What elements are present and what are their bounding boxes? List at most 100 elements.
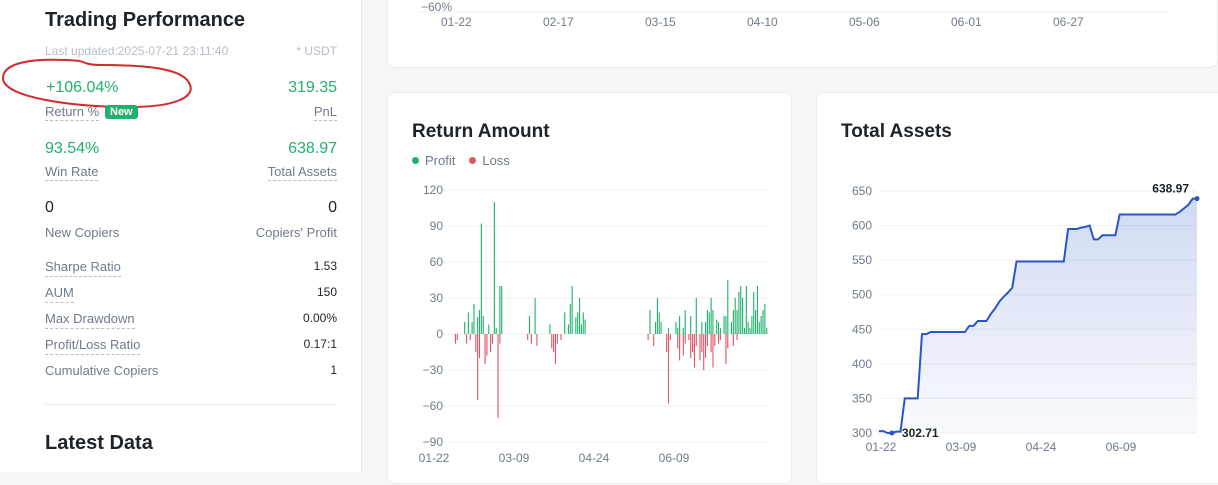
profit-bar[interactable] [658,312,660,334]
loss-bar[interactable] [677,334,679,349]
profit-bar[interactable] [577,312,579,334]
profit-bar[interactable] [569,304,571,334]
profit-bar[interactable] [488,324,490,334]
profit-bar[interactable] [528,316,531,334]
profit-bar[interactable] [712,310,714,334]
loss-bar[interactable] [456,334,458,340]
loss-bar[interactable] [465,334,468,344]
profit-bar[interactable] [580,324,582,334]
loss-bar[interactable] [736,334,738,340]
loss-bar[interactable] [701,334,703,352]
profit-bar[interactable] [742,298,744,334]
profit-bar[interactable] [745,286,747,334]
profit-bar[interactable] [695,298,697,334]
profit-bar[interactable] [747,322,749,334]
loss-bar[interactable] [703,334,705,370]
loss-bar[interactable] [712,334,714,368]
loss-bar[interactable] [475,334,477,352]
profit-bar[interactable] [723,316,725,334]
profit-bar[interactable] [654,322,657,334]
loss-bar[interactable] [484,334,486,364]
profit-bar[interactable] [582,312,584,334]
loss-bar[interactable] [536,334,538,346]
profit-bar[interactable] [755,310,757,334]
loss-bar[interactable] [553,334,555,352]
loss-bar[interactable] [695,334,697,346]
loss-bar[interactable] [667,334,670,404]
loss-bar[interactable] [647,334,649,340]
loss-bar[interactable] [554,334,557,364]
loss-bar[interactable] [477,334,479,400]
profit-bar[interactable] [740,286,742,334]
loss-bar[interactable] [690,334,692,358]
stat-label[interactable]: Max Drawdown [45,311,135,329]
total-assets-label[interactable]: Total Assets [267,164,337,181]
profit-bar[interactable] [649,310,651,334]
loss-bar[interactable] [499,334,501,344]
loss-bar[interactable] [556,334,558,344]
stat-label[interactable]: Sharpe Ratio [45,259,121,277]
profit-bar[interactable] [756,286,758,334]
profit-bar[interactable] [571,286,573,334]
profit-bar[interactable] [738,292,740,334]
loss-bar[interactable] [693,334,695,368]
profit-bar[interactable] [690,316,692,334]
loss-bar[interactable] [666,334,668,352]
profit-bar[interactable] [564,312,566,334]
loss-bar[interactable] [486,334,488,356]
loss-bar[interactable] [717,334,720,344]
profit-bar[interactable] [705,322,707,334]
profit-bar[interactable] [467,312,469,334]
loss-bar[interactable] [692,334,694,352]
profit-bar[interactable] [675,322,677,334]
profit-bar[interactable] [464,322,466,334]
loss-bar[interactable] [710,334,712,352]
loss-bar[interactable] [469,334,471,340]
loss-bar[interactable] [688,334,690,340]
profit-bar[interactable] [567,324,569,334]
profit-bar[interactable] [684,310,686,334]
loss-bar[interactable] [497,334,499,418]
profit-bar[interactable] [477,317,479,334]
profit-bar[interactable] [743,328,746,334]
loss-bar[interactable] [490,334,492,352]
profit-bar[interactable] [495,328,497,334]
loss-bar[interactable] [527,334,529,340]
assets-line[interactable] [879,197,1197,434]
profit-bar[interactable] [534,298,536,334]
profit-bar[interactable] [708,312,710,334]
legend-loss[interactable]: Loss [469,153,510,168]
profit-bar[interactable] [730,322,733,334]
loss-bar[interactable] [551,334,553,349]
profit-bar[interactable] [710,298,712,334]
profit-bar[interactable] [679,316,681,334]
loss-bar[interactable] [684,334,686,344]
profit-bar[interactable] [736,310,738,334]
profit-bar[interactable] [656,298,658,334]
loss-bar[interactable] [719,334,721,340]
profit-bar[interactable] [701,322,703,334]
profit-bar[interactable] [762,310,764,334]
profit-bar[interactable] [727,280,729,334]
profit-bar[interactable] [732,310,734,334]
profit-bar[interactable] [579,298,581,334]
profit-bar[interactable] [706,310,708,334]
profit-bar[interactable] [758,322,760,334]
loss-bar[interactable] [669,334,671,340]
profit-bar[interactable] [717,322,720,334]
win-rate-label[interactable]: Win Rate [45,164,99,181]
loss-bar[interactable] [491,334,494,344]
loss-bar[interactable] [653,334,655,346]
legend-profit[interactable]: Profit [412,153,455,168]
profit-bar[interactable] [584,319,586,334]
loss-bar[interactable] [560,334,562,340]
profit-bar[interactable] [725,316,727,334]
loss-bar[interactable] [530,334,532,344]
profit-bar[interactable] [493,202,495,334]
profit-bar[interactable] [471,322,473,334]
profit-bar[interactable] [677,328,679,334]
stat-label[interactable]: Profit/Loss Ratio [45,337,141,355]
profit-bar[interactable] [480,223,482,334]
profit-bar[interactable] [734,298,736,334]
loss-bar[interactable] [706,334,708,346]
